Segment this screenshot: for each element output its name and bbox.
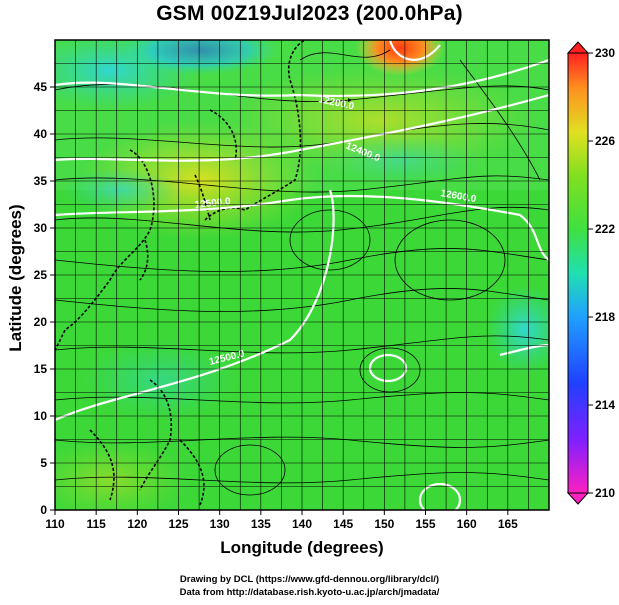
x-tick-label: 120 (127, 517, 147, 531)
colorbar-tick-label: 222 (595, 222, 615, 236)
y-tick-label: 15 (34, 362, 48, 376)
y-tick-label: 20 (34, 315, 48, 329)
y-tick-label: 5 (40, 456, 47, 470)
x-tick-label: 160 (457, 517, 477, 531)
y-tick-label: 25 (34, 268, 48, 282)
contour-label-3: 12500.0 (194, 196, 232, 211)
colorbar-tick-label: 226 (595, 134, 615, 148)
y-tick-label: 30 (34, 221, 48, 235)
colorbar-top-arrow (566, 41, 590, 54)
x-tick-label: 155 (415, 517, 435, 531)
x-tick-label: 150 (374, 517, 394, 531)
y-tick-label: 40 (34, 127, 48, 141)
y-tick-label: 0 (40, 503, 47, 517)
x-tick-label: 115 (86, 517, 106, 531)
x-tick-label: 110 (45, 517, 65, 531)
credit-data-source: Data from http://database.rish.kyoto-u.a… (179, 587, 440, 598)
x-tick-label: 140 (292, 517, 312, 531)
temperature-field (55, 40, 549, 510)
y-tick-label: 10 (34, 409, 48, 423)
x-axis: 110 115 120 125 130 135 140 145 150 155 160 165 (45, 510, 518, 531)
colorbar-bottom-arrow (566, 492, 590, 505)
y-axis: 0 5 10 15 20 25 30 35 40 45 (34, 80, 55, 517)
y-axis-title: Latitude (degrees) (6, 204, 25, 352)
x-axis-title: Longitude (degrees) (220, 538, 384, 557)
colorbar-tick-label: 210 (595, 486, 615, 500)
x-tick-label: 125 (168, 517, 188, 531)
y-tick-label: 45 (34, 80, 48, 94)
credit-dcl: Drawing by DCL (https://www.gfd-dennou.o… (179, 574, 440, 585)
x-tick-label: 145 (333, 517, 353, 531)
colorbar-tick-label: 214 (595, 398, 615, 412)
y-tick-label: 35 (34, 174, 48, 188)
x-tick-label: 130 (210, 517, 230, 531)
colorbar-tick-label: 218 (595, 310, 615, 324)
colorbar: 230 226 222 218 214 210 (566, 41, 615, 505)
lat-lon-grid (54, 39, 550, 511)
colorbar-tick-label: 230 (595, 46, 615, 60)
colorbar-bar (567, 52, 589, 494)
x-tick-label: 135 (251, 517, 271, 531)
colorbar-ticks: 230 226 222 218 214 210 (588, 46, 615, 500)
chart-title: GSM 00Z19Jul2023 (200.0hPa) (156, 2, 463, 25)
x-tick-label: 165 (498, 517, 518, 531)
